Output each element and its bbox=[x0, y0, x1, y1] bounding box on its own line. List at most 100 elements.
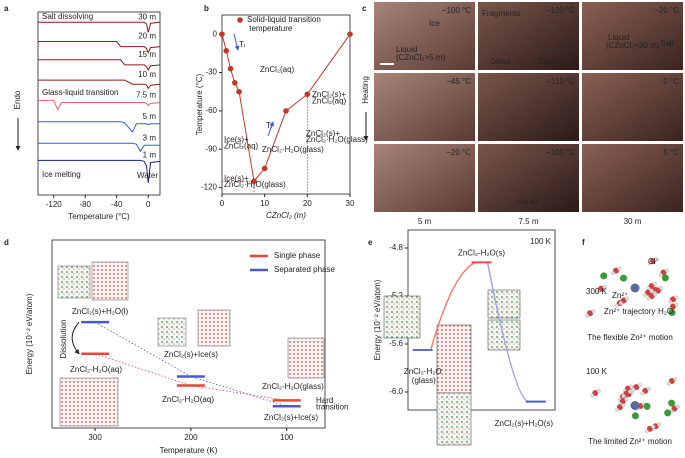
x-axis-label: CZnCl₂ (m) bbox=[266, 211, 306, 220]
dsc-curve bbox=[38, 159, 161, 183]
y-tick-label: -120 bbox=[201, 183, 218, 192]
hydrogen-atom bbox=[665, 268, 669, 273]
simulation-label: The flexible Zn²⁺ motion bbox=[587, 333, 673, 342]
hydrogen-atom bbox=[617, 266, 622, 271]
hydrogen-atom bbox=[642, 293, 647, 298]
chloride-ion bbox=[631, 412, 639, 420]
column-label: 7.5 m bbox=[518, 217, 538, 226]
hydrogen-atom bbox=[621, 394, 626, 399]
temperature-label: −110 °C bbox=[546, 77, 575, 86]
simulation-label: H₂O bbox=[658, 307, 673, 316]
y-tick-label: -5.2 bbox=[389, 291, 403, 300]
y-axis-label: Endo bbox=[13, 90, 22, 109]
series-label: 5 m bbox=[143, 112, 157, 121]
micrograph bbox=[478, 73, 579, 141]
x-tick-label: 0 bbox=[220, 199, 225, 208]
x-tick-label: 20 bbox=[303, 199, 312, 208]
temperature-label: −100 °C bbox=[546, 148, 575, 157]
hydrogen-atom bbox=[614, 303, 619, 308]
hydrogen-atom bbox=[637, 383, 642, 388]
annotation: Glass-liquid transition bbox=[42, 88, 118, 97]
simulation-label: 100 K bbox=[586, 367, 608, 376]
transition-point bbox=[232, 79, 238, 86]
x-tick-label: -40 bbox=[111, 200, 123, 209]
temperature-label: 0 °C bbox=[663, 77, 679, 86]
hydrogen-atom bbox=[625, 296, 630, 301]
feature-label: Cracks bbox=[538, 57, 563, 66]
hydrogen-atom bbox=[666, 381, 671, 386]
micrograph bbox=[478, 144, 579, 212]
feature-label: Liquid bbox=[608, 33, 629, 42]
molecular-box bbox=[436, 324, 472, 394]
annotation: 100 K bbox=[530, 237, 552, 246]
chloride-ion bbox=[668, 309, 676, 317]
annotation: ZnCl₂(s)+Ice(s) bbox=[264, 413, 318, 422]
category-label: ZnCl₂(s)+H₂O(s) bbox=[495, 419, 554, 428]
connector bbox=[94, 321, 287, 407]
annotation: Hard transition bbox=[316, 396, 348, 412]
molecular-box bbox=[57, 265, 91, 299]
series-label: 15 m bbox=[138, 50, 156, 59]
annotation: Salt dissolving bbox=[42, 12, 93, 21]
hydrogen-atom bbox=[668, 299, 673, 304]
legend-label: Solid-liquid transition temperature bbox=[247, 15, 321, 33]
liquidus-line bbox=[221, 33, 351, 183]
transition-curve bbox=[429, 261, 476, 351]
simulation-label: The limited Zn²⁺ motion bbox=[588, 437, 672, 446]
column-label: 30 m bbox=[624, 217, 642, 226]
x-axis-label: Temperature (°C) bbox=[68, 212, 130, 221]
column-label: 5 m bbox=[418, 217, 432, 226]
molecular-box bbox=[197, 309, 231, 347]
transition-point bbox=[304, 91, 311, 98]
hydrogen-atom bbox=[621, 403, 626, 408]
hydrogen-atom bbox=[675, 404, 680, 409]
panel-letter: d bbox=[4, 238, 9, 247]
hydrogen-atom bbox=[602, 284, 607, 289]
hydrogen-atom bbox=[644, 429, 649, 434]
series-label: 20 m bbox=[138, 32, 156, 41]
simulation-label: Cl⁻ bbox=[648, 257, 660, 266]
y-tick-label: -5.6 bbox=[389, 339, 403, 348]
x-tick-label: -80 bbox=[79, 200, 91, 209]
hydrogen-atom bbox=[628, 389, 632, 394]
dsc-curve bbox=[38, 121, 160, 133]
transition-point bbox=[261, 165, 268, 172]
transition-point bbox=[251, 178, 257, 185]
transition-point bbox=[219, 31, 225, 37]
micrograph bbox=[582, 144, 683, 212]
molecular-box bbox=[436, 392, 472, 446]
dsc-curve bbox=[38, 21, 161, 33]
micrograph bbox=[374, 73, 475, 141]
feature-label: (CZnCl₂>5 m) bbox=[396, 53, 445, 62]
x-tick-label: 0 bbox=[146, 200, 151, 209]
molecular-box bbox=[383, 295, 421, 339]
dsc-curve bbox=[38, 59, 161, 72]
category-label: ZnCl₂-H₂O (glass) bbox=[404, 367, 442, 385]
hydrogen-atom bbox=[649, 288, 654, 293]
hydrogen-atom bbox=[624, 397, 629, 402]
hydrogen-atom bbox=[618, 301, 623, 305]
simulation-label: Zn²⁺ trajectory bbox=[604, 307, 655, 316]
zinc-ion bbox=[630, 283, 640, 293]
region-label: Tₗ bbox=[239, 40, 245, 49]
x-tick-label: 100 bbox=[280, 433, 294, 442]
panel-letter: a bbox=[4, 4, 9, 13]
chloride-ion bbox=[664, 409, 672, 417]
series-label: 30 m bbox=[138, 12, 156, 21]
region-label: ZnCl₂(s)+ ZnCl₂(aq) bbox=[312, 90, 347, 106]
hydrogen-atom bbox=[611, 271, 615, 276]
side-label: Heating bbox=[361, 76, 370, 104]
micrograph bbox=[582, 73, 683, 141]
x-axis-label: Temperature (K) bbox=[160, 446, 218, 455]
transition-point bbox=[347, 31, 353, 37]
panel-letter: b bbox=[204, 4, 209, 13]
temperature-label: −100 °C bbox=[442, 6, 471, 15]
hydrogen-atom bbox=[654, 257, 659, 262]
temperature-label: −120 °C bbox=[546, 6, 575, 15]
temperature-label: 5 °C bbox=[663, 148, 679, 157]
annotation: ZnCl₂-H₂O(aq) bbox=[162, 395, 214, 404]
hydrogen-atom bbox=[673, 377, 678, 381]
molecular-box bbox=[487, 319, 521, 351]
micrograph bbox=[582, 2, 683, 70]
